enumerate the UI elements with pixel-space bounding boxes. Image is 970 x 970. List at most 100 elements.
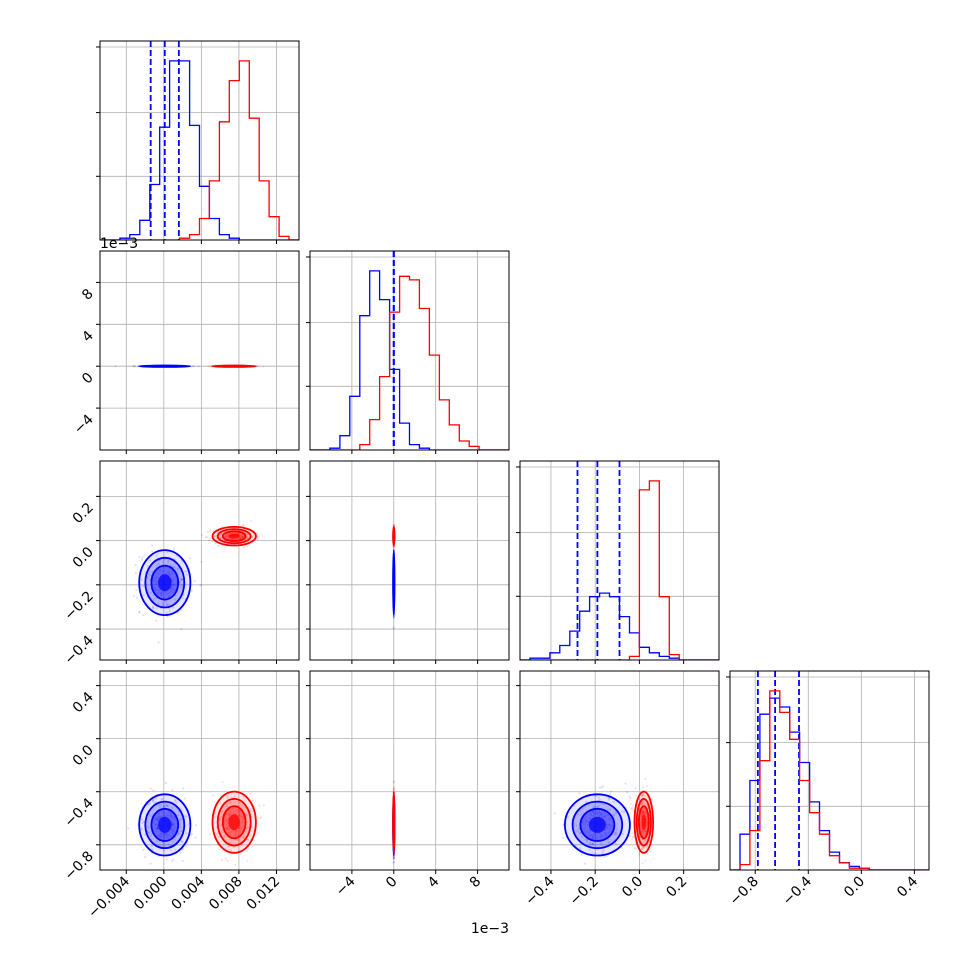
scatter-point [153, 802, 156, 805]
scatter-point [641, 809, 644, 812]
scatter-point [142, 820, 145, 823]
scatter-point [163, 835, 166, 838]
scatter-point [645, 828, 648, 831]
scatter-point [157, 552, 160, 555]
scatter-point [171, 788, 174, 792]
scatter-point [640, 828, 643, 831]
scatter-point [602, 849, 605, 852]
scatter-point [605, 834, 608, 838]
scatter-point [234, 832, 237, 835]
scatter-point [229, 831, 232, 834]
scatter-point [641, 830, 644, 833]
scatter-point [161, 569, 165, 573]
scatter-point [171, 580, 174, 583]
scatter-point [591, 842, 594, 845]
scatter-point [644, 831, 648, 834]
scatter-point [645, 838, 648, 841]
scatter-point [392, 855, 395, 858]
scatter-point [641, 831, 644, 834]
scatter-point [633, 847, 637, 850]
scatter-point [156, 819, 159, 823]
scatter-point [234, 863, 237, 866]
panel-3-3: −0.8 −0.4 0.0 0.4 [726, 670, 930, 909]
scatter-point [392, 856, 395, 859]
scatter-point [600, 814, 604, 817]
scatter-point [246, 849, 249, 853]
scatter-point [219, 533, 222, 536]
scatter-point [165, 804, 168, 807]
scatter-point [638, 852, 641, 855]
tick-label-x: −0.004 [85, 873, 133, 921]
scatter-point [164, 781, 167, 785]
scatter-point [157, 812, 160, 815]
scatter-point [577, 828, 581, 831]
tick-label-y: 0.0 [70, 544, 97, 571]
scatter-point [242, 546, 245, 549]
tick-label-x: −0.4 [522, 873, 557, 908]
scatter-point [599, 813, 602, 816]
scatter-point [161, 591, 164, 594]
scatter-point [173, 838, 176, 841]
scatter-point [643, 812, 646, 815]
scatter-point [166, 804, 169, 807]
scatter-point [155, 571, 158, 574]
scatter-point [392, 626, 395, 629]
scatter-point [162, 804, 165, 808]
tick-label-y: −0.8 [61, 848, 96, 883]
scatter-point [392, 615, 395, 618]
scatter-point [608, 823, 611, 827]
scatter-point [220, 812, 223, 816]
scatter-point [225, 805, 228, 808]
scatter-point [586, 820, 589, 823]
scatter-point [163, 814, 166, 817]
scatter-point [158, 568, 161, 571]
scatter-point [144, 855, 147, 859]
scatter-point [600, 842, 603, 845]
tick-label-x: 0.4 [894, 873, 921, 900]
scatter-point [146, 576, 149, 579]
scatter-point [232, 802, 236, 805]
scatter-point [167, 836, 170, 840]
scatter-point [629, 803, 632, 806]
scatter-point [179, 577, 182, 580]
scatter-point [225, 535, 229, 538]
scatter-point [641, 803, 644, 806]
scatter-point [262, 804, 265, 807]
scatter-point [589, 816, 592, 820]
scatter-point [642, 810, 645, 814]
scatter-point [165, 858, 168, 861]
scatter-point [608, 841, 611, 844]
scatter-point [162, 805, 165, 809]
scatter-point [392, 857, 395, 860]
scatter-point [631, 836, 634, 839]
scatter-point [392, 545, 395, 548]
scatter-point [615, 828, 618, 831]
scatter-point [168, 835, 171, 838]
scatter-point [209, 365, 212, 368]
scatter-point [156, 591, 160, 595]
scatter-point [215, 833, 218, 836]
scatter-point [591, 851, 594, 854]
scatter-point [392, 524, 395, 527]
histogram-series-1 [520, 480, 719, 660]
scatter-point [229, 811, 232, 814]
contour-level [588, 816, 606, 833]
scatter-point [190, 832, 193, 835]
panel-frame [519, 670, 720, 871]
scatter-point [213, 816, 216, 819]
scatter-point [601, 816, 604, 819]
scatter-point [637, 854, 640, 857]
scatter-point [114, 365, 117, 368]
scatter-point [642, 792, 645, 796]
scatter-point [392, 787, 395, 791]
scatter-point [228, 814, 231, 817]
scatter-point [256, 537, 259, 541]
scatter-point [181, 848, 184, 851]
scatter-point [632, 835, 635, 838]
scatter-point [170, 831, 173, 834]
scatter-point [218, 818, 221, 821]
scatter-point [182, 787, 185, 790]
scatter-point [179, 818, 182, 821]
scatter-point [599, 832, 602, 835]
scatter-point [635, 794, 638, 797]
